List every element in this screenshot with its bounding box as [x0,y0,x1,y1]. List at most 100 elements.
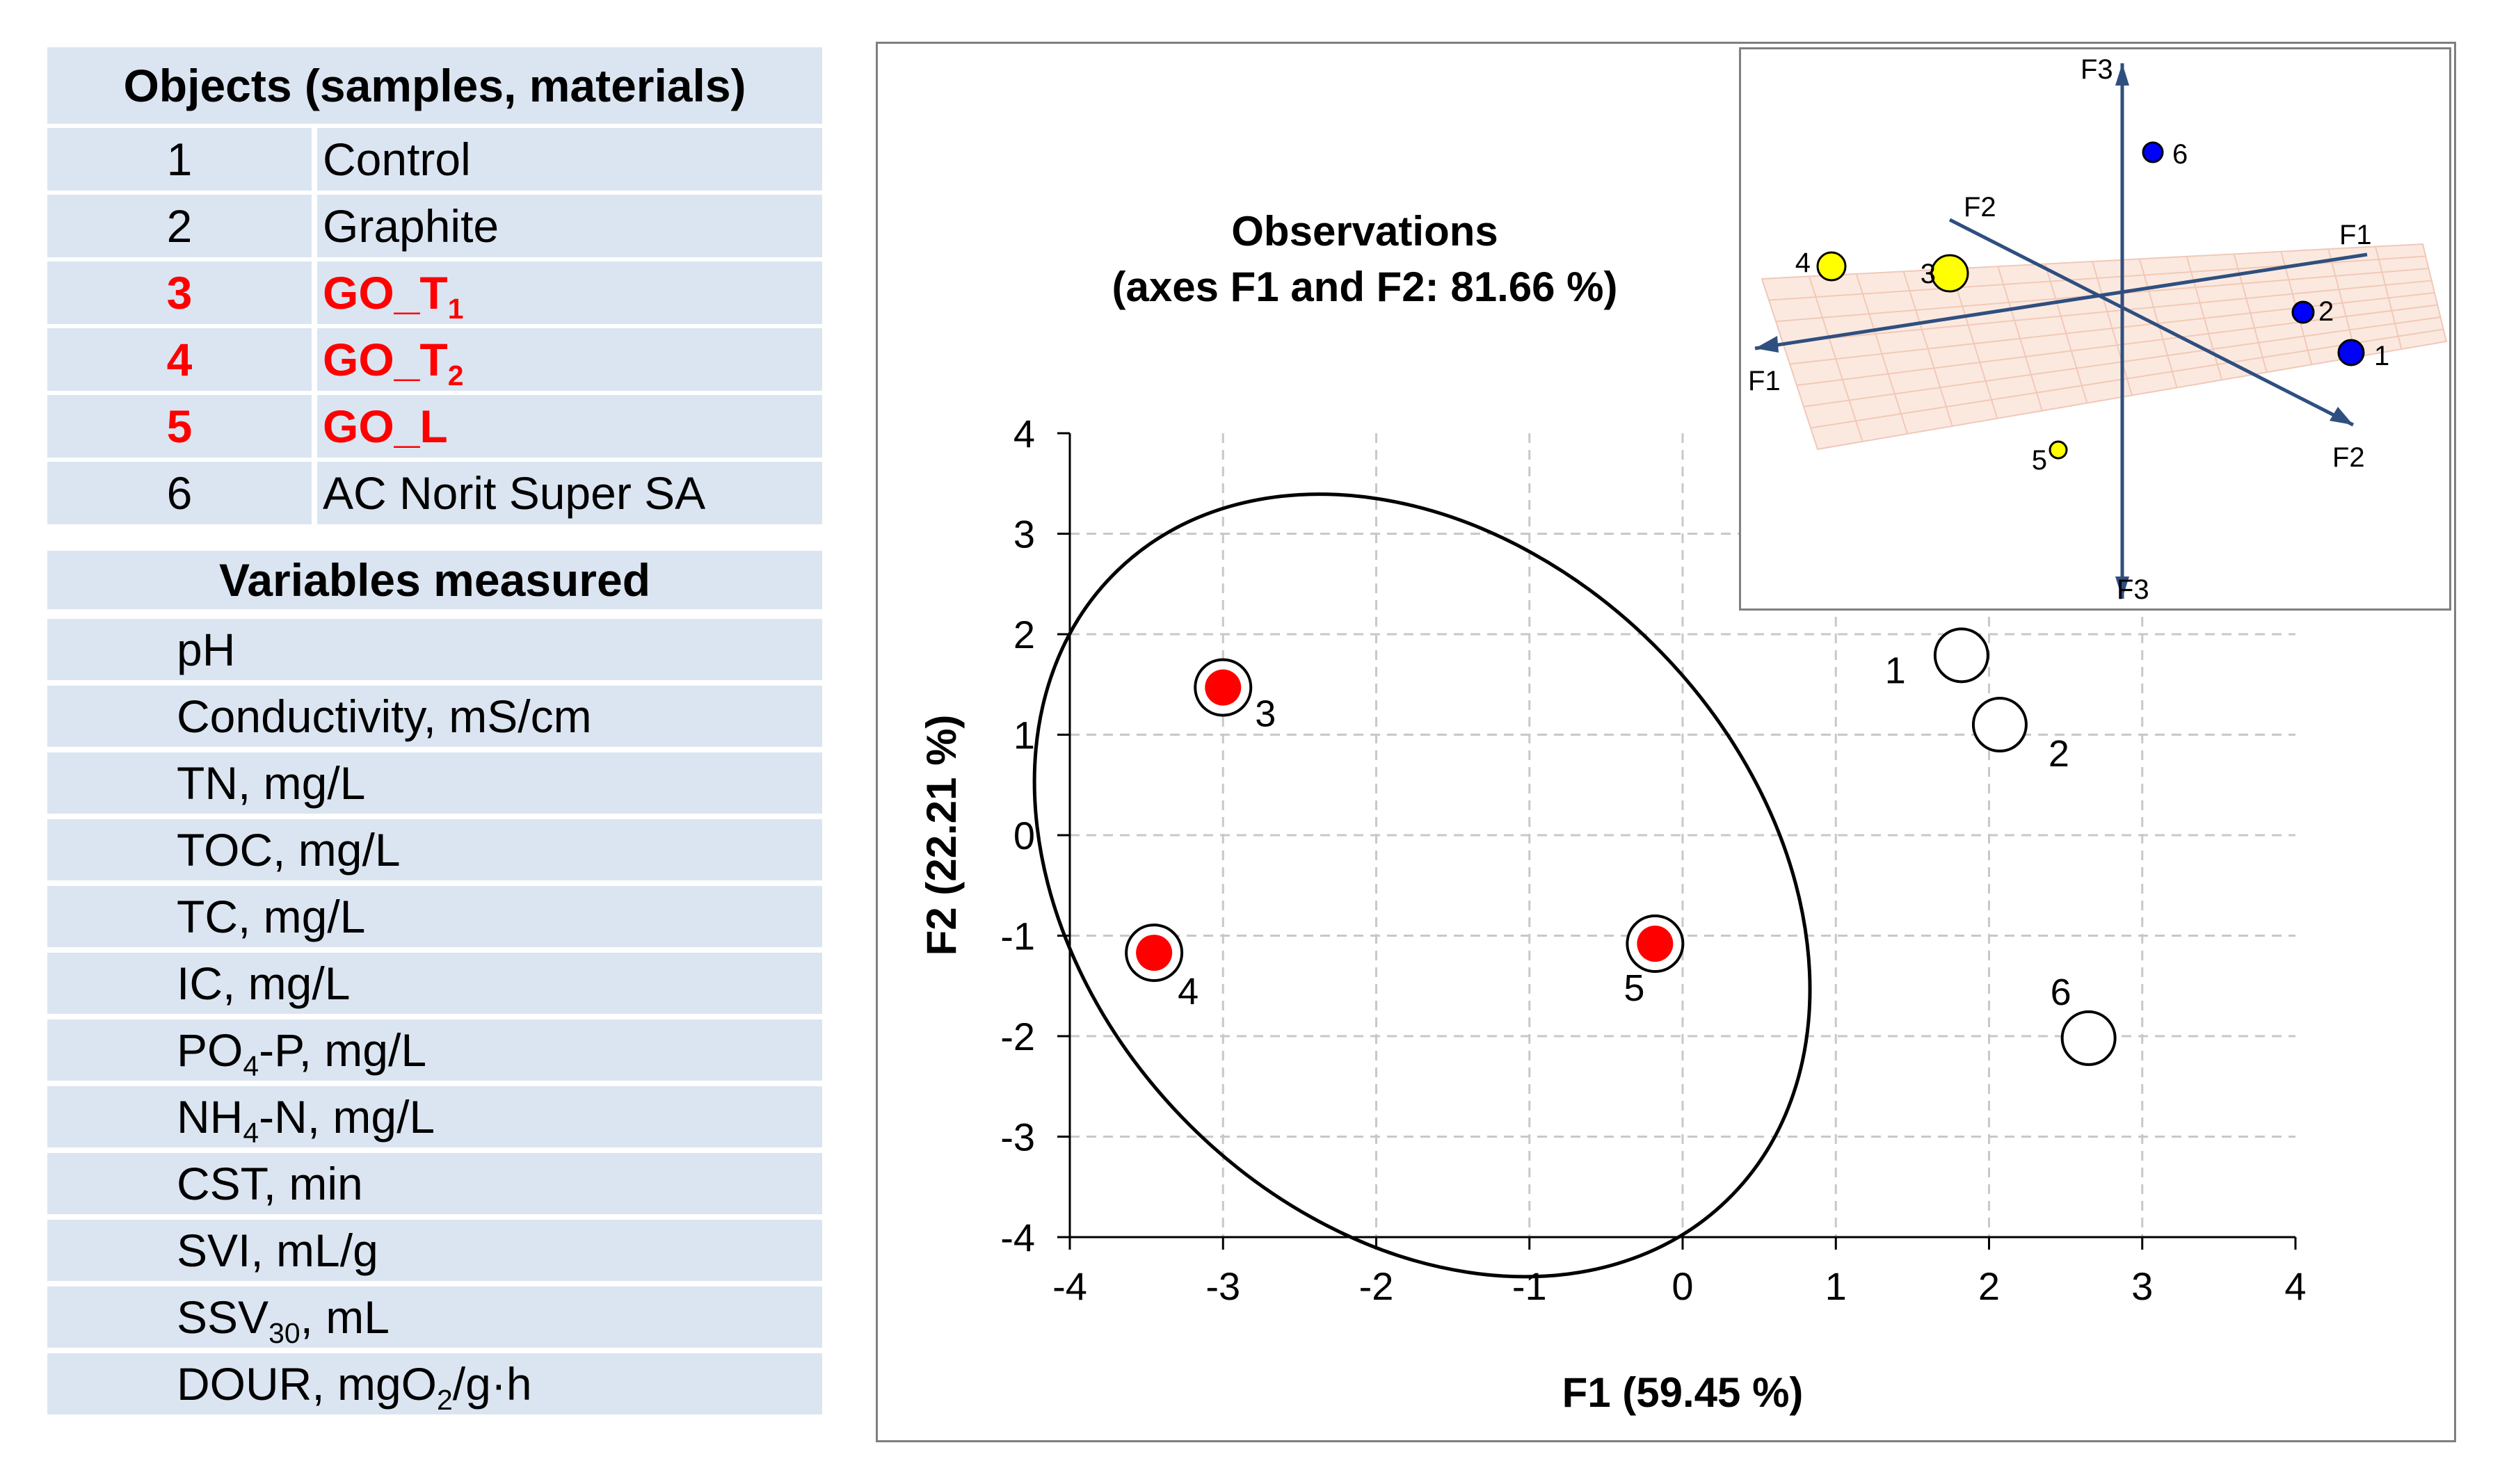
inset-point-label-2: 2 [2318,296,2334,327]
objects-row-6: 6 AC Norit Super SA [47,462,822,524]
object-name: GO_L [323,401,448,452]
variable-name: PO4-P, mg/L [177,1024,427,1083]
y-tick-label: 2 [1013,613,1035,656]
axis-f3-label-bottom: F3 [2117,574,2149,605]
variable-name: NH4-N, mg/L [177,1091,435,1150]
arrow-f2 [2330,407,2353,425]
y-tick-label: -3 [1000,1115,1035,1159]
y-tick-label: 4 [1013,412,1035,455]
axis-f3-label-top: F3 [2081,54,2113,85]
inset-point-5 [2049,440,2068,460]
object-number: 5 [166,401,193,452]
objects-row-3: 3 GO_T1 [47,261,822,325]
object-name: AC Norit Super SA [323,467,706,519]
inset-point-6 [2142,141,2164,163]
object-name: GO_T1 [323,267,464,325]
point-5 [1637,926,1674,962]
point-4 [1136,935,1173,971]
variable-name: DOUR, mgO2/g·h [177,1358,532,1417]
x-tick-label: 0 [1672,1264,1693,1308]
x-tick-label: 3 [2131,1264,2153,1308]
chart-subtitle: (axes F1 and F2: 81.66 %) [1112,264,1618,310]
objects-table-header: Objects (samples, materials) [47,47,822,124]
object-name: Graphite [323,200,499,252]
point-label-1: 1 [1885,650,1906,691]
object-name: Control [323,134,471,185]
y-tick-label: 1 [1013,713,1035,757]
axis-f2 [1948,218,2355,427]
variable-row: pH [47,619,822,680]
point-label-2: 2 [2049,733,2069,775]
variable-row: TC, mg/L [47,886,822,947]
observations-chart: -4 -3 -2 -1 0 1 2 3 4 4 3 2 1 0 -1 -2 -3 -4 Observations (a… [918,208,2307,1416]
floor-grid-line [1789,292,2435,365]
variable-row: Conductivity, mS/cm [47,686,822,747]
x-tick-label: -3 [1205,1264,1240,1308]
object-number: 1 [166,134,193,185]
object-number: 6 [166,467,193,519]
objects-row-4: 4 GO_T2 [47,328,822,392]
variable-row: CST, min [47,1153,822,1214]
floor-grid-line [1810,328,2444,429]
inset-point-label-5: 5 [2032,445,2047,476]
x-tick-label: -2 [1359,1264,1394,1308]
variable-name: pH [177,624,236,675]
variable-name: IC, mg/L [177,958,351,1009]
floor-grid-line [1796,304,2438,387]
chart-title: Observations [1231,208,1498,255]
x-tick-label: -4 [1052,1264,1087,1308]
x-tick-label: -1 [1512,1264,1547,1308]
chart-frame: -4 -3 -2 -1 0 1 2 3 4 4 3 2 1 0 -1 -2 -3 -4 Observations (a… [876,42,2456,1442]
object-number: 3 [166,267,193,318]
arrow-f3-top [2115,63,2129,86]
variables-table: Variables measured pH Conductivity, mS/cm… [47,551,822,1420]
arrow-f3-bottom [2115,576,2129,599]
variable-name: Conductivity, mS/cm [177,691,592,742]
variable-name: TN, mg/L [177,757,366,809]
object-number: 2 [166,200,193,252]
point-3 [1205,669,1242,706]
arrow-f1 [1755,336,1779,353]
inset-point-3 [1930,254,1969,293]
objects-row-2: 2 Graphite [47,195,822,257]
point-label-6: 6 [2051,971,2071,1013]
y-tick-label: 0 [1013,814,1035,857]
axis-f1 [1754,252,2368,350]
variable-name: CST, min [177,1158,363,1209]
point-6 [2060,1010,2117,1066]
variable-row: DOUR, mgO2/g·h [47,1353,822,1416]
axis-f1-label-left: F1 [1748,366,1781,396]
variables-table-header: Variables measured [47,551,822,609]
variable-row: NH4-N, mg/L [47,1086,822,1149]
variable-row: SVI, mL/g [47,1220,822,1281]
y-tick-label: 3 [1013,513,1035,556]
x-tick-label: 4 [2284,1264,2306,1308]
y-tick-label: -1 [1000,914,1035,958]
variable-name: SVI, mL/g [177,1225,378,1276]
variable-row: IC, mg/L [47,953,822,1014]
inset-point-4 [1816,251,1847,282]
point-label-5: 5 [1624,967,1644,1009]
axis-f2-label-top: F2 [1964,192,1996,223]
variable-row: TOC, mg/L [47,819,822,880]
point-label-3: 3 [1255,693,1276,735]
point-label-4: 4 [1178,971,1199,1013]
inset-3d-svg: F3 F3 F1 F1 F2 F2 1 2 3 4 5 6 [1748,54,2448,605]
floor-grid-line [1782,280,2432,344]
y-axis-label: F2 (22.21 %) [918,715,965,956]
variable-row: SSV30, mL [47,1287,822,1349]
cluster-ellipse [1032,492,1812,1279]
axis-f1-label-right: F1 [2339,220,2372,250]
inset-point-label-6: 6 [2172,139,2188,170]
inset-point-1 [2337,339,2365,366]
y-tick-label: -4 [1000,1216,1035,1259]
variable-name: SSV30, mL [177,1291,390,1350]
variable-name: TC, mg/L [177,891,366,942]
x-axis-label: F1 (59.45 %) [1562,1369,1804,1416]
objects-row-1: 1 Control [47,128,822,191]
inset-point-label-1: 1 [2374,341,2389,371]
x-tick-label: 2 [1978,1264,2000,1308]
variable-row: TN, mg/L [47,752,822,814]
inset-3d-plot: F3 F3 F1 F1 F2 F2 1 2 3 4 5 6 [1739,47,2451,611]
variable-name: TOC, mg/L [177,824,401,876]
